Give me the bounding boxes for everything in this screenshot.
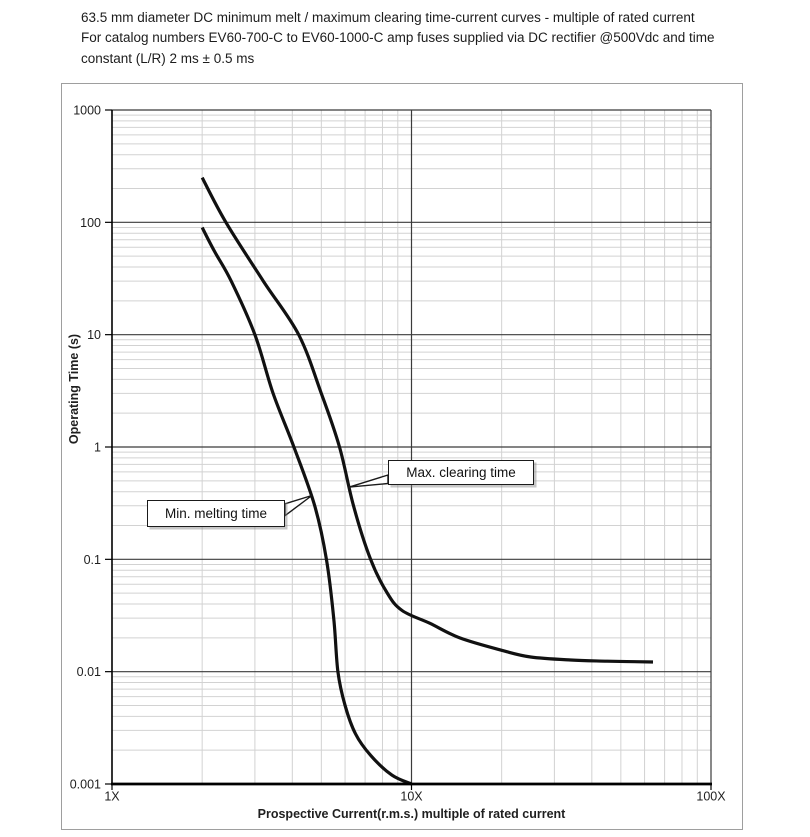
axis-text: 100 xyxy=(80,216,101,230)
title-line-1: 63.5 mm diameter DC minimum melt / maxim… xyxy=(81,10,695,25)
title-line-3: constant (L/R) 2 ms ± 0.5 ms xyxy=(81,50,255,66)
axis-text: 1000 xyxy=(73,104,101,118)
grid-major-lines xyxy=(112,109,712,784)
axis-text: 10X xyxy=(400,790,423,804)
callout-leader-0 xyxy=(284,494,313,517)
callout-max-clearing-time-label: Max. clearing time xyxy=(406,465,516,480)
axis-text: 1 xyxy=(94,441,101,455)
curves xyxy=(200,176,654,786)
callout-min-melting-time-label: Min. melting time xyxy=(164,506,268,521)
axis-text: 100X xyxy=(696,790,726,804)
min-melting-time-curve xyxy=(200,226,413,786)
axis-text: 1X xyxy=(104,790,120,804)
callout-max-clearing-time: Max. clearing time xyxy=(388,460,534,485)
chart-title-block: 63.5 mm diameter DC minimum melt / maxim… xyxy=(81,8,761,69)
axes xyxy=(105,109,712,790)
title-line-2: For catalog numbers EV60-700-C to EV60-1… xyxy=(81,30,715,46)
axis-text: 0.01 xyxy=(77,665,101,679)
max-clearing-time-curve xyxy=(200,176,654,664)
axis-text: Operating Time (s) xyxy=(67,334,81,444)
chart-frame: 1000 100 10 1 0.1 0.01 0.001 1X 10X 100X Prospecti… xyxy=(61,83,743,830)
axis-text: 0.001 xyxy=(70,778,101,792)
axis-text: Prospective Current(r.m.s.) multiple of … xyxy=(258,807,567,821)
callout-min-melting-time: Min. melting time xyxy=(147,500,285,527)
axis-text: 10 xyxy=(87,328,101,342)
axis-text: 0.1 xyxy=(84,553,101,567)
